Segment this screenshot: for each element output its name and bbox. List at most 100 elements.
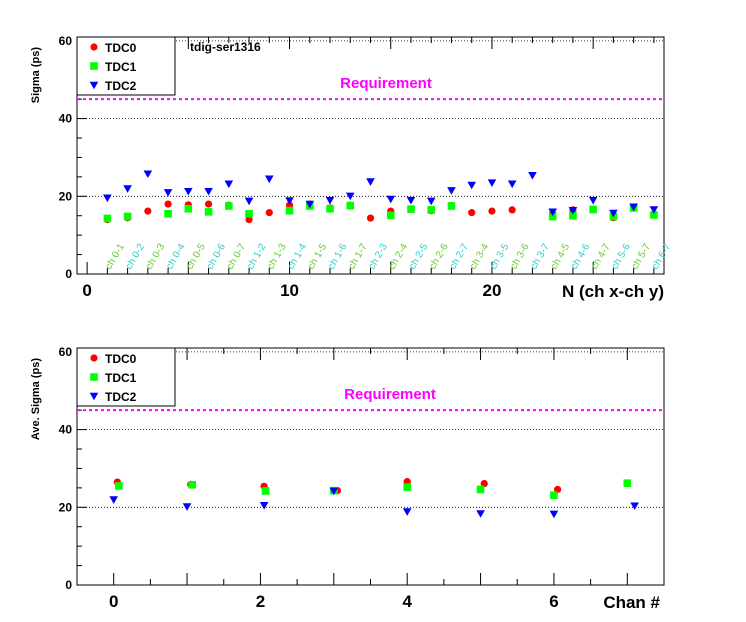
- channel-label: ch 6-7: [650, 242, 674, 272]
- legend-label: TDC2: [105, 79, 137, 93]
- y-tick-label: 20: [59, 500, 73, 514]
- x-axis-label: Chan #: [603, 593, 660, 612]
- top-chart-panel: 0 20 40 60 Sigma (ps) 0 10 20 N (ch x-ch y) Requi…: [30, 34, 674, 301]
- data-point: [406, 196, 416, 205]
- legend-label: TDC1: [105, 371, 137, 385]
- data-point: [103, 214, 112, 223]
- x-tick-label: 2: [256, 592, 265, 611]
- data-point: [164, 209, 172, 218]
- series-tdc2: [109, 487, 639, 519]
- data-point: [447, 187, 456, 195]
- data-point: [325, 196, 335, 205]
- data-point: [109, 496, 118, 504]
- data-point: [261, 487, 270, 495]
- x-tick-label: 0: [82, 281, 91, 300]
- data-point: [609, 209, 618, 218]
- data-point: [386, 211, 395, 220]
- y-tick-label: 0: [65, 267, 72, 281]
- y-tick-label: 40: [59, 112, 73, 126]
- data-point: [204, 187, 213, 196]
- bottom-chart-panel: 0 20 40 60 Ave. Sigma (ps) 0 2 4 6 Chan # Requirem…: [30, 345, 665, 612]
- y-tick-label: 60: [59, 34, 73, 48]
- data-point: [426, 197, 436, 206]
- data-point: [184, 204, 193, 213]
- data-point: [528, 172, 537, 180]
- data-point: [630, 502, 639, 511]
- data-point: [588, 196, 598, 205]
- requirement-label: Requirement: [340, 75, 432, 92]
- series-tdc2: [103, 170, 659, 218]
- data-point: [244, 197, 254, 206]
- x-tick-label: 4: [402, 592, 412, 611]
- data-point: [649, 206, 659, 214]
- series-tdc1: [103, 201, 658, 223]
- data-point: [204, 200, 213, 208]
- legend-marker: [89, 81, 99, 90]
- series-tdc0: [103, 200, 617, 224]
- data-point: [507, 180, 517, 189]
- legend: TDC0 TDC1 TDC2: [76, 347, 176, 407]
- data-point: [554, 485, 562, 494]
- data-point: [623, 479, 632, 488]
- y-axis-label: Sigma (ps): [30, 47, 42, 104]
- data-point: [548, 208, 557, 217]
- data-point: [629, 203, 638, 212]
- data-point: [245, 209, 253, 218]
- chart-annotation: tdig-ser1316: [190, 40, 261, 54]
- data-point: [427, 206, 436, 214]
- data-point: [403, 483, 411, 491]
- data-point: [285, 197, 294, 205]
- data-point: [345, 192, 355, 201]
- legend-label: TDC2: [105, 390, 137, 404]
- data-point: [143, 170, 153, 179]
- data-point: [468, 209, 476, 217]
- data-point: [467, 181, 477, 190]
- data-point: [259, 502, 269, 510]
- series-tdc1: [115, 479, 632, 500]
- y-tick-label: 0: [65, 578, 72, 592]
- data-point: [548, 212, 557, 221]
- legend-label: TDC0: [105, 41, 137, 55]
- data-point: [407, 205, 415, 213]
- legend-label: TDC1: [105, 60, 137, 74]
- data-point: [550, 491, 558, 500]
- data-point: [488, 207, 496, 215]
- legend-marker: [90, 373, 98, 381]
- data-point: [549, 510, 559, 519]
- data-point: [123, 212, 132, 221]
- data-point: [589, 205, 597, 214]
- data-point: [204, 208, 213, 216]
- y-axis-label: Ave. Sigma (ps): [30, 358, 42, 440]
- data-point: [225, 202, 233, 210]
- data-point: [480, 479, 488, 488]
- data-point: [265, 209, 273, 217]
- data-point: [508, 206, 516, 214]
- y-tick-label: 40: [59, 423, 73, 437]
- data-point: [366, 214, 375, 222]
- data-point: [103, 194, 112, 203]
- data-point: [305, 200, 315, 209]
- data-point: [487, 179, 497, 187]
- data-point: [123, 185, 132, 193]
- data-point: [476, 510, 485, 518]
- legend-marker: [90, 354, 98, 362]
- data-point: [224, 180, 234, 189]
- x-tick-label: 6: [549, 592, 558, 611]
- legend-label: TDC0: [105, 352, 137, 366]
- x-tick-label: 20: [482, 281, 501, 300]
- data-point: [650, 211, 658, 219]
- data-point: [346, 201, 355, 210]
- data-point: [163, 189, 173, 197]
- data-point: [476, 485, 485, 494]
- x-axis-label: N (ch x-ch y): [562, 282, 664, 301]
- data-point: [144, 207, 152, 215]
- data-point: [164, 200, 172, 208]
- requirement-label: Requirement: [344, 386, 436, 403]
- y-tick-label: 20: [59, 189, 73, 203]
- data-point: [568, 206, 578, 215]
- legend-marker: [89, 392, 99, 401]
- data-point: [245, 216, 253, 224]
- data-point: [115, 482, 123, 490]
- data-point: [386, 195, 396, 204]
